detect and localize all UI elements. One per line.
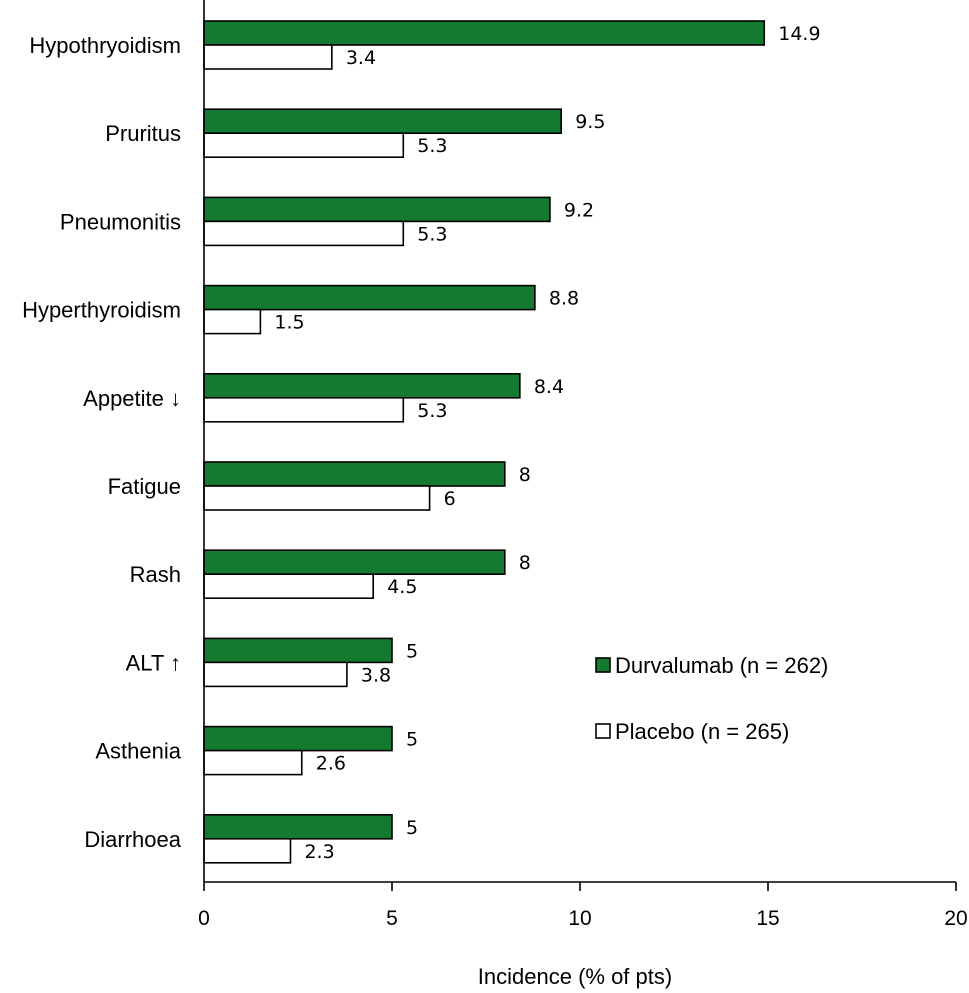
bar-placebo [203, 661, 348, 688]
x-tick-label: 0 [198, 907, 210, 930]
value-label: 6 [444, 488, 456, 510]
value-label: 3.4 [346, 47, 376, 69]
bar-placebo [203, 308, 262, 335]
value-label: 8 [519, 552, 531, 574]
value-label: 5 [406, 640, 418, 662]
legend-swatch-placebo [595, 723, 611, 739]
bar-durvalumab [203, 637, 393, 664]
category-label: Asthenia [95, 739, 181, 764]
labels-group: Hypothryoidism 14.9 3.4 Pruritus 9.5 5.3 Pneum… [22, 23, 820, 863]
x-tick-label: 15 [756, 907, 779, 930]
category-label: Diarrhoea [84, 827, 181, 852]
x-tick-label: 5 [386, 907, 398, 930]
x-tick-label: 20 [944, 907, 967, 930]
bar-durvalumab [203, 813, 393, 840]
value-label: 9.2 [564, 199, 594, 221]
bar-durvalumab [203, 20, 766, 46]
value-label: 14.9 [778, 23, 820, 45]
category-label: Hyperthyroidism [22, 298, 181, 323]
bar-placebo [203, 132, 405, 158]
value-label: 5.3 [417, 223, 447, 245]
value-label: 8.8 [549, 288, 579, 310]
bar-placebo [203, 485, 431, 511]
category-label: ALT ↑ [126, 650, 181, 675]
category-label: Rash [130, 562, 181, 587]
value-label: 5 [406, 817, 418, 839]
category-label: Fatigue [108, 474, 181, 499]
bar-durvalumab [203, 549, 506, 576]
value-label: 1.5 [274, 312, 304, 334]
bar-durvalumab [203, 461, 506, 487]
bar-durvalumab [203, 196, 551, 223]
legend: Durvalumab (n = 262) Placebo (n = 265) [595, 653, 828, 744]
bars-group [203, 20, 766, 864]
value-label: 2.6 [316, 753, 346, 775]
value-label: 3.8 [361, 664, 391, 686]
legend-label-durvalumab: Durvalumab (n = 262) [615, 653, 828, 678]
category-label: Appetite ↓ [83, 386, 181, 411]
axes-group: 0 5 10 15 20 [198, 0, 968, 930]
x-tick-label: 10 [568, 907, 591, 930]
bar-placebo [203, 44, 333, 70]
value-label: 8.4 [534, 376, 564, 398]
legend-swatch-durvalumab [595, 657, 611, 673]
value-label: 8 [519, 464, 531, 486]
value-label: 5 [406, 729, 418, 751]
value-label: 5.3 [417, 135, 447, 157]
bar-durvalumab [203, 372, 521, 399]
bar-placebo [203, 220, 405, 247]
bar-placebo [203, 837, 292, 864]
bar-durvalumab [203, 284, 536, 311]
bar-placebo [203, 396, 405, 423]
value-label: 9.5 [575, 111, 605, 133]
bar-durvalumab [203, 108, 563, 134]
bar-placebo [203, 749, 303, 776]
category-label: Hypothryoidism [29, 33, 181, 58]
value-label: 2.3 [304, 841, 334, 863]
value-label: 4.5 [387, 576, 417, 598]
value-label: 5.3 [417, 400, 447, 422]
category-label: Pruritus [105, 121, 181, 146]
category-label: Pneumonitis [60, 209, 181, 234]
bar-placebo [203, 573, 374, 600]
x-axis-title: Incidence (% of pts) [478, 964, 672, 989]
bar-durvalumab [203, 725, 393, 752]
legend-label-placebo: Placebo (n = 265) [615, 719, 789, 744]
